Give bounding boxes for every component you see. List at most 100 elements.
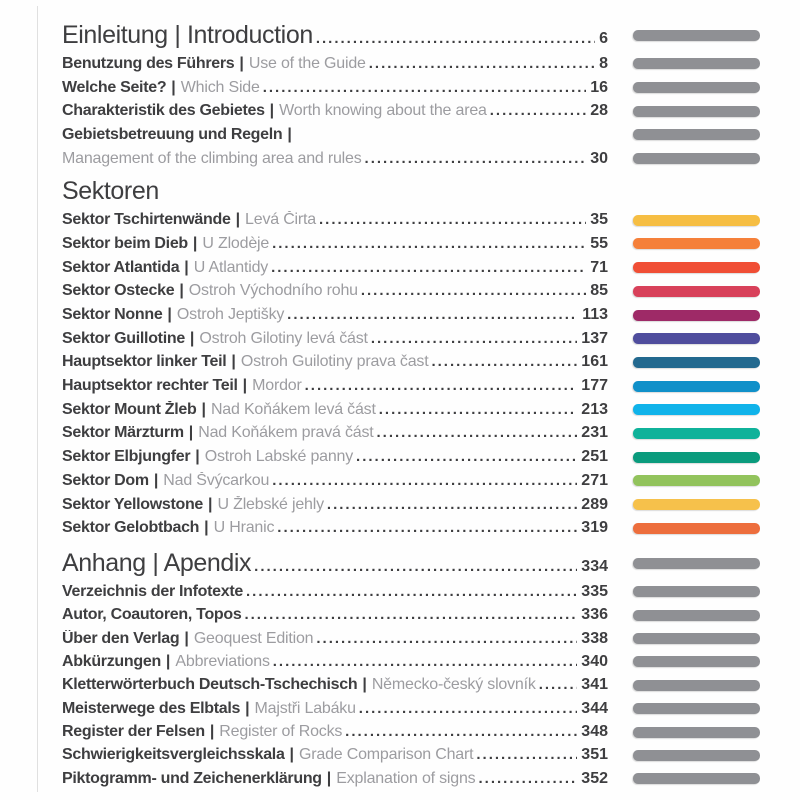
section-color-bar bbox=[633, 380, 760, 392]
page-number: 213 bbox=[581, 400, 608, 418]
section-color-bar bbox=[633, 633, 760, 645]
toc-entry-row: Hauptsektor linker Teil | Ostroh Guilotiny… bbox=[62, 351, 760, 375]
entry-text: Kletterwörterbuch Deutsch-Tschechisch | Ně… bbox=[62, 676, 608, 694]
dotted-leader: ........................................… bbox=[368, 54, 596, 72]
language-separator: | bbox=[242, 377, 248, 395]
entry-title-german: Sektor Guillotine bbox=[62, 329, 185, 347]
language-separator: | bbox=[245, 699, 250, 717]
page-number: 351 bbox=[581, 746, 608, 764]
dotted-leader: ........................................… bbox=[345, 723, 577, 741]
toc-entry-row: Meisterwege des Elbtals | Majstři Labáku..… bbox=[62, 697, 760, 720]
section-color-bar bbox=[633, 153, 760, 165]
entry-title-german: Sektor beim Dieb bbox=[62, 234, 188, 252]
language-separator: | bbox=[179, 282, 184, 300]
entry-text: Sektor Dom | Nad Švýcarkou................… bbox=[62, 472, 608, 490]
bar-cell bbox=[633, 749, 760, 761]
toc-entry-row: Charakteristik des Gebietes | Worth knowin… bbox=[62, 99, 760, 123]
entry-text: Register der Felsen | Register of Rocks...… bbox=[62, 723, 608, 741]
bar-cell bbox=[633, 703, 760, 715]
entry-title-german: Piktogramm- und Zeichenerklärung bbox=[62, 769, 322, 787]
toc-entry-row: Kletterwörterbuch Deutsch-Tschechisch | Ně… bbox=[62, 674, 760, 697]
language-separator: | bbox=[287, 125, 292, 143]
toc-content: Einleitung | Introduction...............… bbox=[62, 18, 760, 791]
section-color-bar bbox=[633, 427, 760, 439]
section-color-bar bbox=[633, 309, 760, 321]
page-number: 85 bbox=[590, 282, 608, 300]
bar-cell bbox=[633, 82, 760, 94]
entry-title-german: Sektor Märzturm bbox=[62, 424, 184, 442]
page-number: 71 bbox=[590, 258, 608, 276]
language-separator: | bbox=[165, 652, 171, 670]
dotted-leader: ........................................… bbox=[316, 629, 577, 647]
dotted-leader: ........................................… bbox=[254, 557, 577, 575]
language-separator: | bbox=[269, 102, 275, 120]
bar-cell bbox=[633, 262, 760, 274]
entry-title-translation: Ostroh Guilotiny prava čast bbox=[240, 353, 429, 371]
page-number: 352 bbox=[581, 769, 608, 787]
language-separator: | bbox=[239, 54, 244, 72]
language-separator: | bbox=[362, 676, 367, 694]
entry-title-translation: Register of Rocks bbox=[219, 723, 343, 741]
bar-cell bbox=[633, 238, 760, 250]
bar-cell bbox=[633, 129, 760, 141]
entry-title-translation: Majstři Labáku bbox=[254, 699, 356, 717]
entry-title-german: Schwierigkeitsvergleichsskala bbox=[62, 746, 285, 764]
page-number: 55 bbox=[590, 234, 608, 252]
dotted-leader: ........................................… bbox=[358, 699, 578, 717]
entry-title-translation: Explanation of signs bbox=[336, 769, 476, 787]
entry-title-translation: Ostroh Gilotiny levá část bbox=[199, 329, 368, 347]
page-number: 335 bbox=[581, 582, 608, 600]
toc-entry-row: Sektor Tschirtenwände | Levá Čirta........… bbox=[62, 208, 760, 232]
section-color-bar bbox=[633, 238, 760, 250]
toc-entry-row: Sektor beim Dieb | U Zlodèje..............… bbox=[62, 232, 760, 256]
section-color-bar bbox=[633, 773, 760, 785]
toc-entry-row: Abkürzungen | Abbreviations...............… bbox=[62, 650, 760, 673]
entry-title-translation: Abbreviations bbox=[175, 652, 270, 670]
language-separator: | bbox=[184, 258, 189, 276]
entry-title-german: Sektor Yellowstone bbox=[62, 495, 204, 513]
dotted-leader: ........................................… bbox=[246, 582, 577, 600]
page-number: 8 bbox=[599, 54, 608, 72]
toc-entry-row: Benutzung des Führers | Use of the Guide..… bbox=[62, 52, 760, 76]
entry-text: Sektor Ostecke | Ostroh Východního rohu...… bbox=[62, 282, 608, 300]
section-color-bar bbox=[633, 356, 760, 368]
dotted-leader: ........................................… bbox=[376, 424, 578, 442]
entry-title-german: Sektor Mount Žleb bbox=[62, 400, 197, 418]
section-color-bar bbox=[633, 522, 760, 534]
dotted-leader: ........................................… bbox=[364, 149, 587, 167]
entry-title-german: Kletterwörterbuch Deutsch-Tschechisch bbox=[62, 676, 358, 694]
entry-title-translation: Nad Koňákem pravá část bbox=[198, 424, 374, 442]
section-color-bar bbox=[633, 404, 760, 416]
section-heading-anhang: Anhang | Apendix........................… bbox=[62, 546, 760, 580]
entry-text: Sektor Atlantida | U Atlantidy............… bbox=[62, 259, 608, 277]
bar-cell bbox=[633, 427, 760, 439]
section-color-bar bbox=[633, 285, 760, 297]
entry-text: Piktogramm- und Zeichenerklärung | Explana… bbox=[62, 770, 608, 788]
language-separator: | bbox=[184, 629, 189, 647]
page-number: 16 bbox=[590, 78, 608, 96]
language-separator: | bbox=[201, 400, 206, 418]
bar-cell bbox=[633, 451, 760, 463]
entry-text: Sektor Nonne | Ostroh Jeptišky............… bbox=[62, 306, 608, 324]
dotted-leader: ........................................… bbox=[489, 102, 586, 120]
section-color-bar bbox=[633, 451, 760, 463]
page-number: 334 bbox=[581, 557, 608, 575]
toc-section-sektoren: Sektoren Sektor Tschirtenwände | Levá Čirta… bbox=[62, 174, 760, 540]
toc-entry-row: Sektor Guillotine | Ostroh Gilotiny levá č… bbox=[62, 327, 760, 351]
language-separator: | bbox=[153, 471, 159, 489]
page-number: 161 bbox=[581, 353, 608, 371]
bar-cell bbox=[633, 773, 760, 785]
entry-title-german: Autor, Coautoren, Topos bbox=[62, 606, 242, 624]
section-heading-einleitung: Einleitung | Introduction...............… bbox=[62, 18, 760, 52]
entry-title-translation: Nad Švýcarkou bbox=[163, 471, 270, 489]
toc-entry-row: Sektor Dom | Nad Švýcarkou................… bbox=[62, 469, 760, 493]
language-separator: | bbox=[204, 519, 209, 537]
language-separator: | bbox=[235, 211, 241, 229]
entry-text: Charakteristik des Gebietes | Worth knowin… bbox=[62, 102, 608, 120]
section-color-bar bbox=[633, 105, 760, 117]
toc-entry-row: Sektor Gelobtbach | U Hranic..............… bbox=[62, 516, 760, 540]
entry-text: Verzeichnis der Infotexte...............… bbox=[62, 583, 608, 601]
language-separator: | bbox=[189, 329, 195, 347]
entry-title-german: Sektor Tschirtenwände bbox=[62, 211, 231, 229]
section-color-bar bbox=[633, 557, 760, 569]
